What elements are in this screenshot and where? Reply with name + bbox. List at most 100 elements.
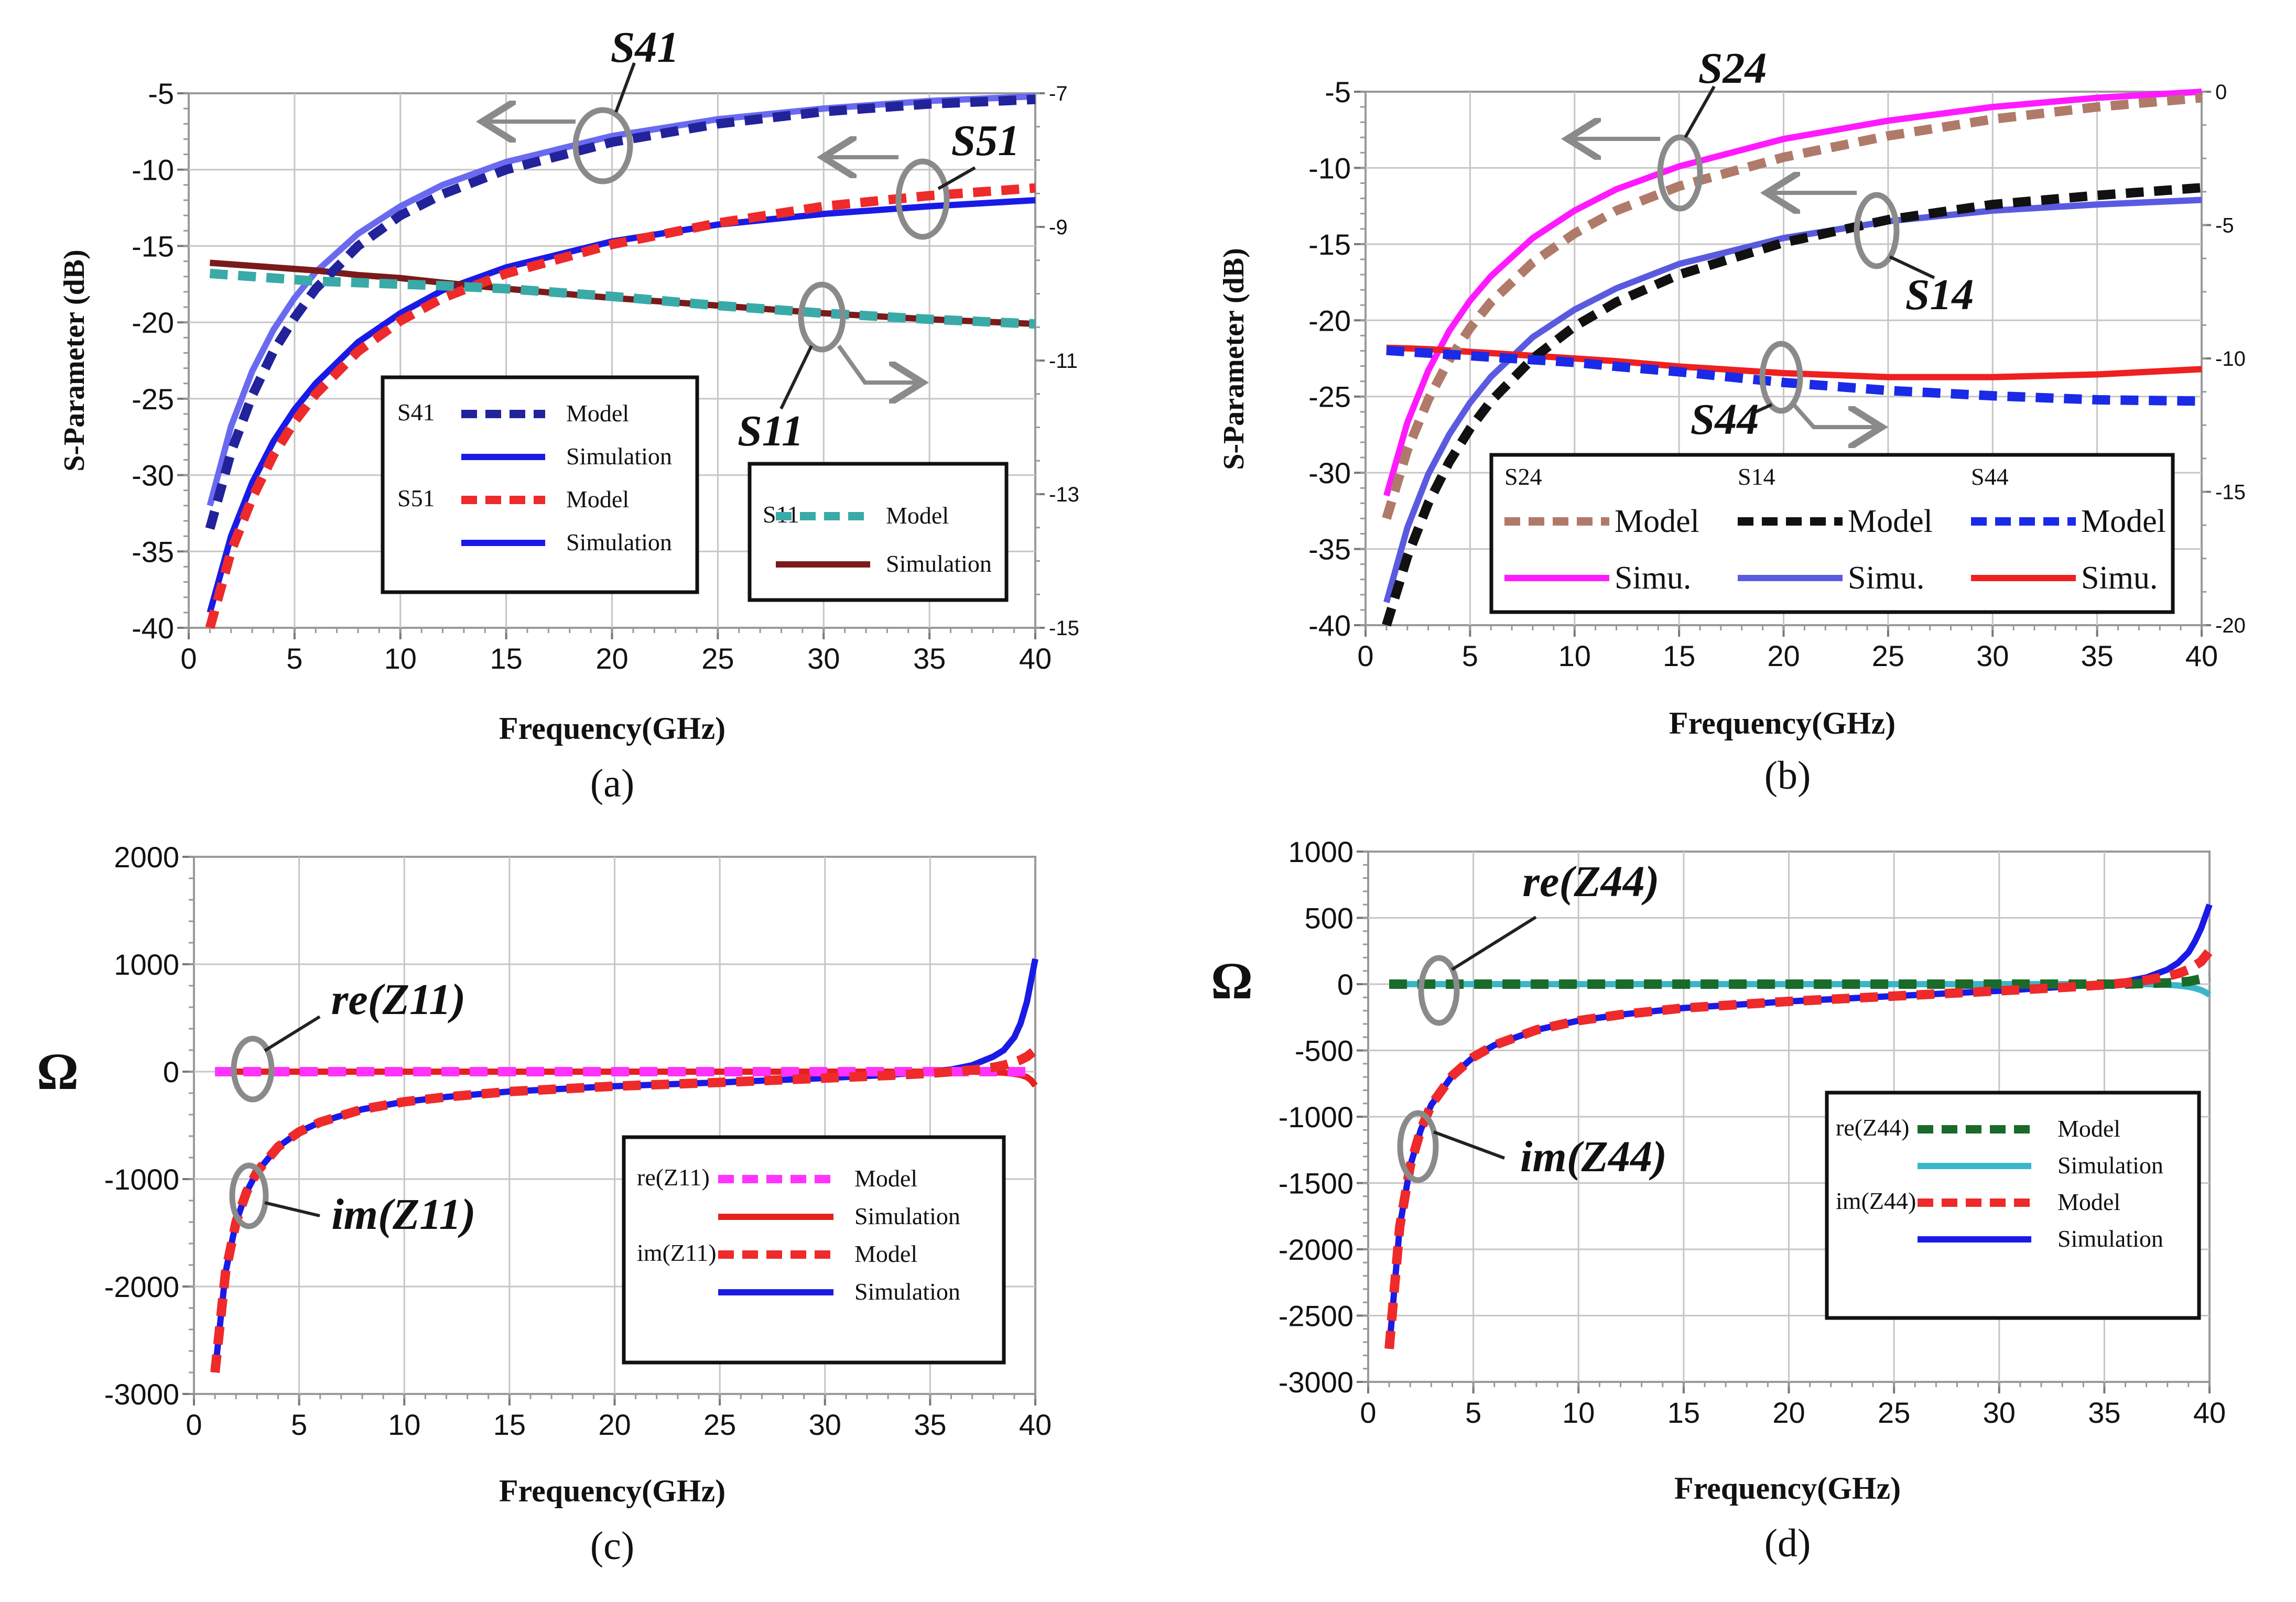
- legend-label: S41: [397, 399, 435, 426]
- y2-tick-label: -11: [1049, 350, 1078, 373]
- callout-ellipse-re-z44: [1418, 955, 1460, 1026]
- x-tick-label: 40: [2185, 639, 2218, 672]
- y-tick-label: -35: [1308, 533, 1351, 566]
- callout-leader-im-z11: [264, 1201, 320, 1217]
- series-line-s51-model: [205, 183, 1036, 629]
- series-line-s44-simu: [1386, 344, 2202, 380]
- callout-leader-im-z44: [1433, 1130, 1506, 1160]
- annotation-s44: S44: [1691, 395, 1759, 444]
- x-tick-label: 20: [1772, 1396, 1805, 1429]
- y2-tick-label: -15: [2215, 481, 2246, 504]
- x-tick-label: 5: [1462, 639, 1478, 672]
- y2-tick-label: -5: [2215, 214, 2234, 237]
- y-tick-label: -3000: [1279, 1366, 1353, 1399]
- y-tick-label: -25: [132, 383, 174, 416]
- y2-tick-label: -13: [1049, 483, 1079, 506]
- callout-leader-re-z11: [264, 1015, 321, 1052]
- x-tick-label: 30: [1983, 1396, 2016, 1429]
- legend-box-c: [622, 1135, 1006, 1365]
- y2-tick-label: 0: [2215, 81, 2227, 104]
- x-tick-label: 30: [809, 1408, 841, 1441]
- x-tick-label: 35: [914, 1408, 946, 1441]
- panel-label-a: (a): [590, 761, 634, 805]
- annotation-s14: S14: [1905, 270, 1974, 319]
- annotation-re-z11: re(Z11): [331, 975, 466, 1024]
- callout-ellipse-im-z11: [229, 1162, 269, 1229]
- legend-entry: Model: [886, 502, 949, 529]
- x-axis-label-d: Frequency(GHz): [1674, 1471, 1901, 1506]
- y-tick-label: -25: [1308, 380, 1351, 413]
- callout-ellipse-s51: [895, 158, 950, 240]
- callout-leader-s14: [1889, 255, 1935, 279]
- y2-tick-label: -15: [1049, 617, 1079, 640]
- x-tick-label: 5: [286, 642, 302, 675]
- y2-tick-label: -10: [2215, 347, 2246, 370]
- ticks-d: 0 5 10 15 20 25 30 35 40 1000 500 0 -500 -1000 -1500 -2…: [1279, 835, 2226, 1429]
- callout-ellipse-im-z44: [1397, 1110, 1439, 1183]
- series-line-im-z44-model: [1384, 948, 2214, 1349]
- x-tick-label: 15: [1663, 639, 1695, 672]
- callout-leader-s24: [1684, 85, 1716, 138]
- panel-label-d: (d): [1764, 1521, 1811, 1565]
- legend-entry: Model: [2057, 1189, 2120, 1215]
- y-tick-label: -2000: [1279, 1233, 1353, 1266]
- y-tick-label: -30: [1308, 456, 1351, 489]
- legend-entry: Model: [854, 1165, 917, 1192]
- x-tick-label: 25: [1872, 639, 1904, 672]
- y-tick-label: -2500: [1279, 1300, 1353, 1333]
- annotation-s11: S11: [738, 407, 804, 455]
- series-line-s11-model: [209, 268, 1036, 329]
- legend-label: S51: [397, 485, 435, 511]
- legend-entry: Model: [1615, 504, 1699, 539]
- legend-entry: Simu.: [1615, 560, 1691, 596]
- callout-ellipse-s14: [1854, 192, 1900, 269]
- annotation-s41: S41: [611, 23, 679, 72]
- ticks-b: 0 5 10 15 20 25 30 35 40-5-10-15-20-25-30-35-400…: [1308, 75, 2246, 672]
- legend-entry: Model: [2081, 504, 2166, 539]
- x-tick-label: 35: [2081, 639, 2113, 672]
- callout-leader-s11: [779, 345, 813, 410]
- x-tick-label: 30: [1976, 639, 2009, 672]
- annotation-im-z44: im(Z44): [1520, 1132, 1667, 1181]
- series-c: [210, 958, 1038, 1373]
- ticks-a: 0 5 10 15 20 25 30 35 40 -5 -10 -15 -20 -25 -30 -35 -40 -…: [132, 77, 1079, 675]
- y-tick-label: -5: [1325, 75, 1351, 108]
- y-tick-label: -30: [132, 459, 174, 492]
- legend-entry: Simulation: [854, 1203, 960, 1229]
- legend-entry: Model: [2057, 1115, 2120, 1142]
- legend-entry: Model: [566, 400, 629, 427]
- y-tick-label: -15: [1308, 228, 1351, 261]
- x-tick-label: 20: [598, 1408, 631, 1441]
- legend-box-d: [1825, 1091, 2201, 1320]
- y-tick-label: -2000: [104, 1270, 179, 1303]
- annotation-re-z44: re(Z44): [1522, 857, 1659, 906]
- y-tick-label: -40: [1308, 609, 1351, 642]
- y-tick-label: -500: [1295, 1034, 1353, 1067]
- y-tick-label: -1000: [104, 1163, 179, 1196]
- legend-entry: Simulation: [566, 529, 672, 555]
- callout-ellipse-s44: [1759, 341, 1803, 414]
- y-axis-label-a: S-Parameter (dB): [58, 249, 91, 472]
- x-tick-label: 10: [388, 1408, 420, 1441]
- callout-ellipse-s24: [1657, 134, 1703, 212]
- y-axis-label-c: Ω: [37, 1042, 79, 1100]
- y-tick-label: 0: [1337, 968, 1353, 1001]
- callout-arrow-s44: [1791, 402, 1882, 427]
- x-tick-label: 30: [807, 642, 840, 675]
- legend-header: S24: [1504, 463, 1542, 490]
- x-tick-label: 35: [913, 642, 946, 675]
- x-tick-label: 10: [1558, 639, 1591, 672]
- legend-entry: Model: [854, 1240, 917, 1267]
- x-tick-label: 5: [1465, 1396, 1481, 1429]
- legend-entry: Simu.: [2081, 560, 2158, 596]
- legend-a2: S11ModelSimulation: [763, 501, 992, 577]
- x-tick-label: 10: [1562, 1396, 1595, 1429]
- y-tick-label: -5: [148, 77, 174, 110]
- y-tick-label: -40: [132, 612, 174, 645]
- y2-tick-label: -9: [1049, 216, 1068, 239]
- panel-label-c: (c): [590, 1524, 634, 1568]
- series-d: [1384, 903, 2214, 1349]
- y-tick-label: 1000: [1288, 835, 1353, 868]
- series-line-im-z11-model: [210, 1046, 1038, 1373]
